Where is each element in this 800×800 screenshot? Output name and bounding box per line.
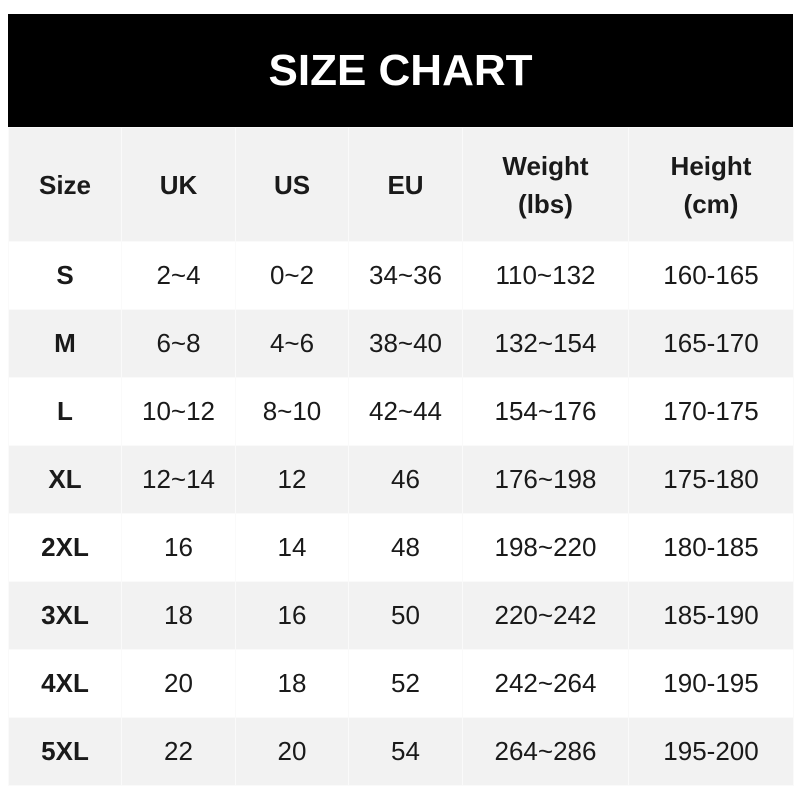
size-cell: 3XL bbox=[8, 581, 122, 650]
table-row: 4XL 20 18 52 242~264 190-195 bbox=[8, 649, 794, 718]
column-header: UK bbox=[121, 127, 236, 242]
table-cell: 242~264 bbox=[462, 649, 629, 718]
size-cell: L bbox=[8, 377, 122, 446]
column-header: Size bbox=[8, 127, 122, 242]
table-row: 2XL 16 14 48 198~220 180-185 bbox=[8, 513, 794, 582]
table-cell: 54 bbox=[348, 717, 463, 786]
table-cell: 0~2 bbox=[235, 241, 349, 310]
table-cell: 16 bbox=[121, 513, 236, 582]
table-cell: 18 bbox=[235, 649, 349, 718]
table-cell: 175-180 bbox=[628, 445, 794, 514]
table-cell: 52 bbox=[348, 649, 463, 718]
table-row: S 2~4 0~2 34~36 110~132 160-165 bbox=[8, 241, 794, 310]
table-cell: 264~286 bbox=[462, 717, 629, 786]
table-cell: 160-165 bbox=[628, 241, 794, 310]
table-cell: 180-185 bbox=[628, 513, 794, 582]
table-cell: 34~36 bbox=[348, 241, 463, 310]
table-row: 3XL 18 16 50 220~242 185-190 bbox=[8, 581, 794, 650]
size-chart-table: Size UK US EU Weight (lbs) Height (cm) S 2~4 0~… bbox=[8, 127, 794, 786]
table-cell: 20 bbox=[121, 649, 236, 718]
column-header: Height (cm) bbox=[628, 127, 794, 242]
table-cell: 2~4 bbox=[121, 241, 236, 310]
header-row: Size UK US EU Weight (lbs) Height (cm) bbox=[8, 127, 794, 242]
table-cell: 176~198 bbox=[462, 445, 629, 514]
column-header: EU bbox=[348, 127, 463, 242]
table-cell: 46 bbox=[348, 445, 463, 514]
table-cell: 110~132 bbox=[462, 241, 629, 310]
table-cell: 190-195 bbox=[628, 649, 794, 718]
table-cell: 48 bbox=[348, 513, 463, 582]
table-cell: 12~14 bbox=[121, 445, 236, 514]
table-cell: 10~12 bbox=[121, 377, 236, 446]
table-cell: 132~154 bbox=[462, 309, 629, 378]
table-row: L 10~12 8~10 42~44 154~176 170-175 bbox=[8, 377, 794, 446]
table-row: 5XL 22 20 54 264~286 195-200 bbox=[8, 717, 794, 786]
table-cell: 8~10 bbox=[235, 377, 349, 446]
table-row: XL 12~14 12 46 176~198 175-180 bbox=[8, 445, 794, 514]
table-cell: 154~176 bbox=[462, 377, 629, 446]
table-cell: 185-190 bbox=[628, 581, 794, 650]
table-cell: 20 bbox=[235, 717, 349, 786]
size-cell: S bbox=[8, 241, 122, 310]
table-cell: 22 bbox=[121, 717, 236, 786]
size-cell: M bbox=[8, 309, 122, 378]
column-header: US bbox=[235, 127, 349, 242]
size-chart-title: SIZE CHART bbox=[8, 14, 793, 127]
table-cell: 4~6 bbox=[235, 309, 349, 378]
size-cell: 4XL bbox=[8, 649, 122, 718]
table-cell: 38~40 bbox=[348, 309, 463, 378]
size-cell: XL bbox=[8, 445, 122, 514]
table-cell: 170-175 bbox=[628, 377, 794, 446]
table-cell: 12 bbox=[235, 445, 349, 514]
table-cell: 195-200 bbox=[628, 717, 794, 786]
table-cell: 165-170 bbox=[628, 309, 794, 378]
table-cell: 18 bbox=[121, 581, 236, 650]
table-cell: 6~8 bbox=[121, 309, 236, 378]
size-cell: 5XL bbox=[8, 717, 122, 786]
size-cell: 2XL bbox=[8, 513, 122, 582]
table-cell: 16 bbox=[235, 581, 349, 650]
table-row: M 6~8 4~6 38~40 132~154 165-170 bbox=[8, 309, 794, 378]
table-cell: 42~44 bbox=[348, 377, 463, 446]
column-header: Weight (lbs) bbox=[462, 127, 629, 242]
table-cell: 198~220 bbox=[462, 513, 629, 582]
table-cell: 50 bbox=[348, 581, 463, 650]
table-cell: 14 bbox=[235, 513, 349, 582]
table-cell: 220~242 bbox=[462, 581, 629, 650]
